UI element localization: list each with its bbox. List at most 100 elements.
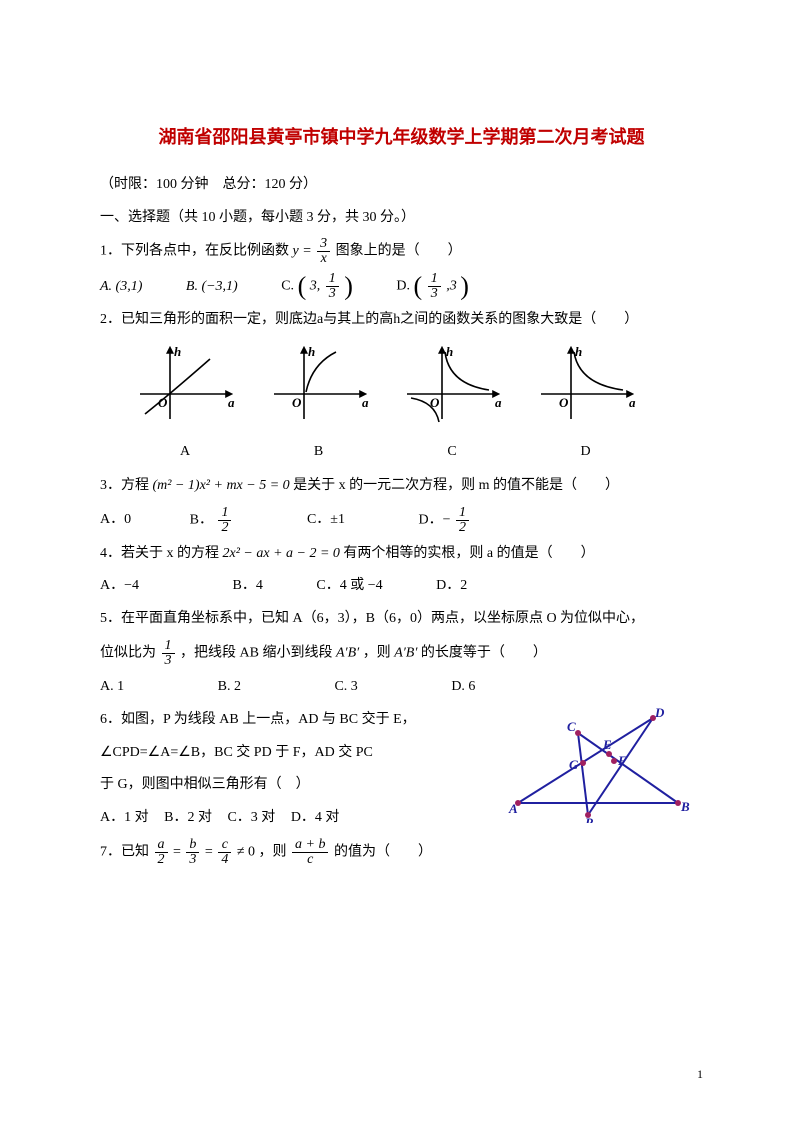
q3-b-frac: 1 2 [218,506,231,535]
q1-opt-b: B. (−3,1) [186,274,238,301]
q5-line1: 5．在平面直角坐标系中，已知 A（6，3），B（6，0）两点，以坐标原点 O 为… [100,606,703,633]
q3-b-den: 2 [218,521,231,535]
q2-graphs: h a O h a O h a [120,344,703,435]
q1-frac: 3 x [317,237,330,266]
q3-opt-c: C．±1 [307,507,345,534]
q6-pt-d: D [654,705,665,720]
q2-label-a: A [120,439,250,466]
q7-eq2: = [205,845,216,860]
q7-b-num: b [186,838,199,853]
q2-graph-d: h a O [521,344,651,435]
q7-post: 的值为（ ） [334,845,432,860]
q6-pt-b: B [680,799,690,814]
q1-func-lhs: y = [293,244,312,259]
q6-opt-a: A．1 对 [100,805,149,832]
q7-r-num: a + b [292,838,328,853]
q6-opt-c: C．3 对 [227,805,275,832]
q3-opt-a: A．0 [100,507,131,534]
q5-ratio-num: 1 [162,639,175,654]
q5-l2-post: 的长度等于（ ） [421,646,547,661]
q7-b-den: 3 [186,853,199,867]
q3-options: A．0 B． 1 2 C．±1 D．− 1 2 [100,506,703,535]
q6-opt-b: B．2 对 [164,805,212,832]
q3-stem: 3．方程 (m² − 1)x² + mx − 5 = 0 是关于 x 的一元二次… [100,473,703,500]
q6-pt-p: P [585,815,594,823]
q5-ab1: A′B′ [336,646,359,661]
lparen-icon: ( [298,272,307,301]
q1-opt-d-pre: D. [396,279,410,294]
q6-pt-a: A [508,801,518,816]
q1-d-den: 3 [428,287,441,301]
q3-opt-b: B． 1 2 [190,506,234,535]
q7-r-den: c [292,853,328,867]
q7-stem: 7．已知 a2 = b3 = c4 ≠ 0 ，则 a + bc 的值为（ ） [100,838,703,867]
q3-d-num: 1 [456,506,469,521]
exam-meta: （时限：100 分钟 总分：120 分） [100,172,703,199]
q7-a-num: a [155,838,168,853]
q1-frac-den: x [317,252,330,266]
section-1-heading: 一、选择题（共 10 小题，每小题 3 分，共 30 分。） [100,205,703,232]
q5-opt-b: B. 2 [218,674,241,701]
q3-mid: 是关于 x 的一元二次方程，则 m 的值不能是（ ） [293,478,619,493]
q3-opt-d: D．− 1 2 [419,506,472,535]
q3-d-den: 2 [456,521,469,535]
q6-diagram: A B P D C E F G [503,703,693,834]
q6-wrap: 6．如图，P 为线段 AB 上一点，AD 与 BC 交于 E， ∠CPD=∠A=… [100,707,703,832]
axis-a-label: a [629,395,636,410]
q1-stem-pre: 1．下列各点中，在反比例函数 [100,244,293,259]
q1-opt-d-b: ,3 [446,279,457,294]
axis-h-label: h [174,344,181,359]
q6-l1: 6．如图，P 为线段 AB 上一点，AD 与 BC 交于 E， [100,707,460,734]
q4-post: 有两个相等的实根，则 a 的值是（ ） [343,546,594,561]
q7-neq: ≠ 0 [237,845,255,860]
axis-a-label: a [362,395,369,410]
axis-o-label: O [292,395,302,410]
q1-frac-num: 3 [317,237,330,252]
q4-opt-d: D．2 [436,573,467,600]
axis-h-label: h [446,344,453,359]
q4-opt-b: B．4 [233,573,263,600]
q7-mid: ，则 [259,845,291,860]
q5-ab2: A′B′ [394,646,417,661]
q2-graph-b: h a O [254,344,384,435]
q6-l2: ∠CPD=∠A=∠B，BC 交 PD 于 F，AD 交 PC [100,740,460,767]
q2-stem: 2．已知三角形的面积一定，则底边a与其上的高h之间的函数关系的图象大致是（ ） [100,307,703,334]
q7-a-den: 2 [155,853,168,867]
q4-expr: 2x² − ax + a − 2 = 0 [223,546,340,561]
q1-opt-d-frac: 1 3 [428,272,441,301]
q5-options: A. 1 B. 2 C. 3 D. 6 [100,674,703,701]
q7-frac-b: b3 [186,838,199,867]
axis-h-label: h [308,344,315,359]
q5-opt-c: C. 3 [334,674,357,701]
q4-opt-a: A．−4 [100,573,139,600]
q7-frac-c: c4 [218,838,231,867]
q3-b-pre: B． [190,512,213,527]
q1-c-den: 3 [326,287,339,301]
q5-ratio-frac: 1 3 [162,639,175,668]
q7-c-den: 4 [218,853,231,867]
q2-label-c: C [387,439,517,466]
q5-opt-d: D. 6 [451,674,475,701]
q1-opt-a: A. (3,1) [100,274,142,301]
q2-graph-c: h a O [387,344,517,435]
q2-graph-labels: A B C D [120,439,703,466]
page-number: 1 [697,1067,703,1082]
q2-stem-text: 2．已知三角形的面积一定，则底边a与其上的高h之间的函数关系的图象大致是（ ） [100,312,638,327]
q1-stem-post: 图象上的是（ ） [336,244,462,259]
q7-eq1: = [173,845,184,860]
q4-pre: 4．若关于 x 的方程 [100,546,223,561]
q6-l3: 于 G，则图中相似三角形有（ ） [100,772,460,799]
q4-stem: 4．若关于 x 的方程 2x² − ax + a − 2 = 0 有两个相等的实… [100,541,703,568]
q1-options: A. (3,1) B. (−3,1) C. ( 3, 1 3 ) D. ( 1 … [100,272,703,301]
q7-frac-a: a2 [155,838,168,867]
rparen-icon: ) [344,272,353,301]
q3-expr: (m² − 1)x² + mx − 5 = 0 [153,478,290,493]
q2-label-d: D [521,439,651,466]
q3-d-pre: D．− [419,512,451,527]
q7-pre: 7．已知 [100,845,153,860]
q5-l2-mid: ，把线段 AB 缩小到线段 [180,646,336,661]
page-title: 湖南省邵阳县黄亭市镇中学九年级数学上学期第二次月考试题 [100,120,703,154]
axis-o-label: O [559,395,569,410]
q1-opt-d: D. ( 1 3 ,3 ) [396,272,468,301]
q1-d-num: 1 [428,272,441,287]
